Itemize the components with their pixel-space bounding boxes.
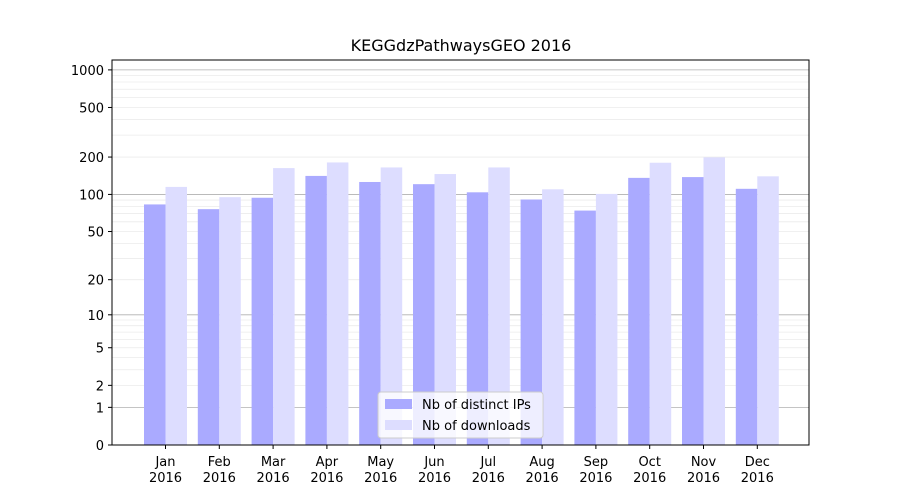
- bar-downloads: [542, 189, 564, 445]
- bar-downloads: [595, 193, 618, 445]
- bar-downloads: [434, 174, 456, 445]
- bar-downloads: [488, 167, 510, 445]
- bar-distinct-ips: [735, 188, 758, 445]
- bar-downloads: [703, 157, 725, 446]
- x-tick-label: Mar 2016: [257, 455, 290, 486]
- plot-frame: [111, 59, 810, 446]
- bar-downloads: [165, 186, 187, 445]
- y-tick-label: 10: [87, 309, 104, 324]
- bar-distinct-ips: [574, 210, 596, 445]
- y-tick-label: 1: [96, 401, 104, 416]
- y-tick-label: 20: [87, 274, 104, 289]
- x-tick-label: Jul 2016: [472, 455, 505, 486]
- x-tick-label: Oct 2016: [633, 455, 666, 486]
- bar-distinct-ips: [413, 184, 435, 445]
- bar-downloads: [219, 197, 241, 445]
- legend-swatch: [385, 399, 412, 409]
- x-tick-label: Sep 2016: [579, 455, 612, 486]
- bar-downloads: [273, 168, 295, 445]
- x-tick-label: Jan 2016: [149, 455, 182, 486]
- bar-distinct-ips: [466, 192, 489, 445]
- bar-distinct-ips: [251, 197, 274, 445]
- y-tick-label: 1000: [71, 64, 104, 79]
- bar-downloads: [757, 176, 779, 445]
- chart-title: KEGGdzPathwaysGEO 2016: [351, 36, 572, 55]
- y-axis: 0 1 2 5 10 20 50 100 200 500 1000: [71, 64, 112, 454]
- bar-distinct-ips: [682, 177, 704, 445]
- bar-downloads: [649, 162, 672, 446]
- legend-swatch: [385, 420, 412, 430]
- legend-box: [377, 391, 544, 439]
- x-tick-label: Dec 2016: [741, 455, 774, 486]
- bars: [144, 157, 779, 446]
- y-tick-label: 50: [87, 226, 104, 241]
- x-tick-label: Jun 2016: [418, 455, 451, 486]
- x-tick-label: Aug 2016: [526, 455, 559, 486]
- x-axis: Jan 2016 Feb 2016 Mar 2016 Apr 2016 May 2016 Jun 20…: [149, 445, 774, 486]
- y-tick-label: 0: [96, 439, 104, 454]
- bar-downloads: [380, 167, 403, 445]
- legend-label: Nb of distinct IPs: [422, 398, 531, 413]
- y-tick-label: 5: [96, 342, 104, 357]
- x-tick-label: Apr 2016: [310, 455, 343, 486]
- x-tick-label: Nov 2016: [687, 455, 720, 486]
- bar-distinct-ips: [305, 175, 327, 446]
- bar-distinct-ips: [197, 209, 220, 445]
- y-tick-label: 2: [96, 379, 104, 394]
- x-tick-label: Feb 2016: [203, 455, 236, 486]
- bar-distinct-ips: [628, 177, 650, 445]
- y-tick-label: 500: [79, 101, 104, 116]
- legend: Nb of distinct IPs Nb of downloads: [377, 391, 544, 439]
- legend-label: Nb of downloads: [422, 419, 531, 434]
- y-tick-label: 200: [79, 151, 104, 166]
- bar-downloads: [326, 162, 349, 445]
- bar-distinct-ips: [359, 181, 381, 445]
- bar-distinct-ips: [144, 204, 166, 445]
- bar-distinct-ips: [520, 199, 543, 445]
- x-tick-label: May 2016: [364, 455, 397, 486]
- y-tick-label: 100: [79, 188, 104, 203]
